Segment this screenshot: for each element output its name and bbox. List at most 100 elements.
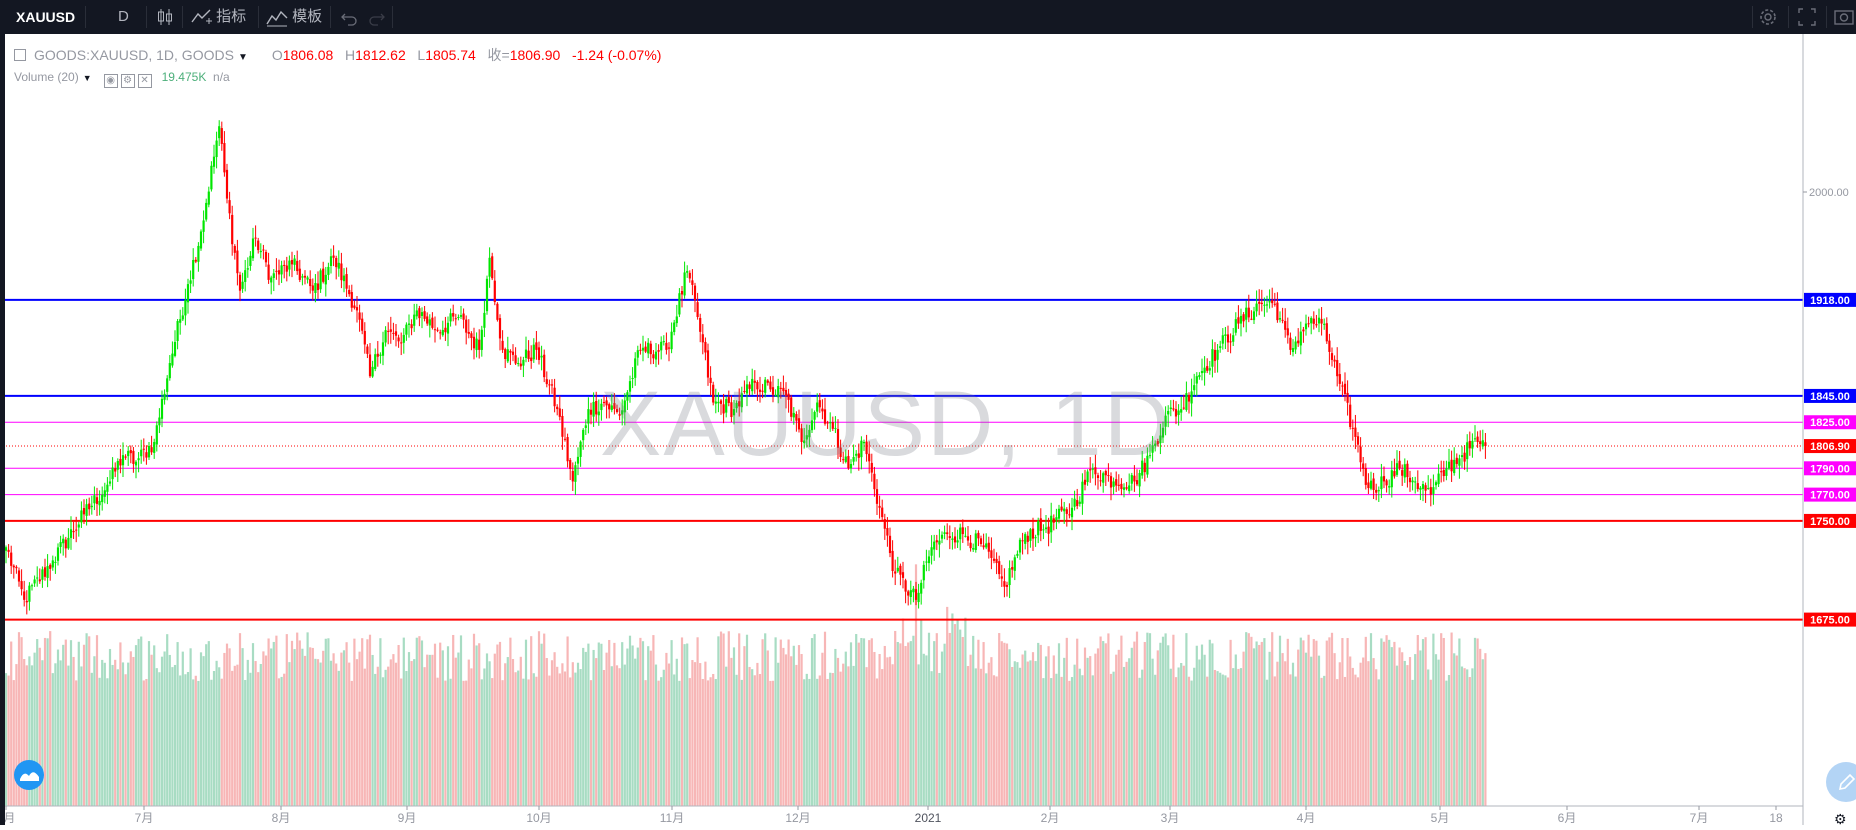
volume-bar <box>1021 654 1024 806</box>
volume-bar <box>153 645 156 806</box>
candle <box>1190 378 1193 417</box>
candle <box>670 322 673 354</box>
volume-bar <box>922 653 925 806</box>
chevron-down-icon[interactable]: ▼ <box>82 73 92 83</box>
volume-bar <box>933 641 936 806</box>
candle <box>38 568 41 584</box>
time-label: 18 <box>1769 811 1783 825</box>
volume-bar <box>309 647 312 806</box>
candle <box>701 324 704 355</box>
candle <box>1351 419 1354 441</box>
candle <box>823 397 827 426</box>
candle <box>1325 317 1328 344</box>
candle <box>270 275 273 295</box>
volume-bar <box>509 637 512 806</box>
candle <box>790 394 793 422</box>
candle <box>1307 316 1310 328</box>
collapse-icon[interactable] <box>14 49 26 61</box>
candle <box>878 495 881 519</box>
candle <box>231 205 234 256</box>
candle-style-icon[interactable] <box>156 0 174 34</box>
volume-bar <box>766 650 769 806</box>
edit-icon[interactable] <box>1826 762 1856 802</box>
candle <box>1276 292 1279 323</box>
tradingview-logo-icon[interactable] <box>14 760 44 790</box>
candle <box>220 121 223 151</box>
volume-bar <box>225 643 229 806</box>
candle <box>111 457 114 490</box>
chevron-down-icon[interactable]: ▼ <box>237 52 248 63</box>
candle <box>935 534 938 551</box>
volume-bar <box>764 633 767 806</box>
volume-bar <box>920 620 923 806</box>
volume-bar <box>1003 642 1006 806</box>
volume-bar <box>147 641 151 806</box>
settings-icon[interactable] <box>1757 0 1779 34</box>
volume-bar <box>1213 669 1217 806</box>
volume-bar <box>82 644 86 806</box>
volume-label[interactable]: Volume (20) <box>14 70 79 84</box>
volume-bar <box>829 672 832 806</box>
candle <box>1463 445 1466 470</box>
symbol-name[interactable]: XAUUSD <box>16 9 76 25</box>
candle <box>1377 486 1380 502</box>
candle <box>449 308 452 327</box>
candle <box>1250 310 1253 321</box>
candle <box>652 350 655 365</box>
candle <box>1198 372 1201 380</box>
candle <box>179 309 182 335</box>
fullscreen-icon[interactable] <box>1797 0 1817 34</box>
camera-icon[interactable] <box>1834 0 1854 34</box>
candle <box>504 347 507 369</box>
gear-icon[interactable]: ⚙ <box>120 74 135 88</box>
volume-bar <box>522 678 525 806</box>
volume-bar <box>72 656 75 806</box>
volume-bar <box>623 664 626 806</box>
volume-bar <box>1050 678 1053 806</box>
volume-bar <box>1094 653 1097 806</box>
volume-bar <box>1091 675 1094 806</box>
candle <box>644 341 647 354</box>
volume-bar <box>132 656 135 806</box>
volume-bar <box>270 648 273 806</box>
candle <box>753 370 756 394</box>
candle <box>982 533 985 550</box>
price-label: 1770.00 <box>1804 487 1856 502</box>
candle <box>119 448 122 474</box>
candle <box>1252 306 1256 324</box>
price-label: 1790.00 <box>1804 461 1856 476</box>
volume-bar <box>738 633 741 806</box>
eye-icon[interactable]: ◉ <box>103 74 118 88</box>
interval-button[interactable]: D <box>118 8 129 25</box>
volume-bar <box>420 640 424 806</box>
axis-settings-icon[interactable]: ⚙ <box>1834 811 1847 827</box>
volume-bar <box>1193 667 1196 806</box>
volume-bar <box>119 642 122 806</box>
candle <box>145 445 148 465</box>
close-icon[interactable]: ✕ <box>137 74 152 88</box>
volume-bar <box>355 659 359 806</box>
volume-bar <box>49 631 52 806</box>
volume-bar <box>114 659 117 806</box>
candle <box>930 535 933 565</box>
volume-bar <box>1440 633 1443 806</box>
candle <box>1263 297 1266 317</box>
undo-icon[interactable] <box>340 0 358 34</box>
chart-area[interactable]: 1918.00 1845.00 1825.00 1790.00 1770.00 1750.… <box>0 34 1856 827</box>
volume-bar <box>834 648 837 806</box>
volume-bar <box>1083 647 1087 806</box>
redo-icon[interactable] <box>368 0 386 34</box>
volume-bar <box>1442 637 1445 806</box>
volume-bar <box>1281 653 1284 806</box>
candle <box>727 390 730 407</box>
candle <box>46 554 49 588</box>
volume-bar <box>103 662 106 806</box>
svg-text:1790.00: 1790.00 <box>1810 463 1850 475</box>
candle <box>725 396 728 418</box>
templates-button[interactable]: 模板 <box>266 0 322 34</box>
volume-bar <box>236 664 239 806</box>
svg-text:1845.00: 1845.00 <box>1810 391 1850 403</box>
legend-title[interactable]: GOODS:XAUUSD, 1D, GOODS <box>34 47 234 63</box>
indicators-button[interactable]: 指标 <box>190 0 246 34</box>
price-chart[interactable]: 1918.00 1845.00 1825.00 1790.00 1770.00 1750.… <box>0 34 1856 827</box>
